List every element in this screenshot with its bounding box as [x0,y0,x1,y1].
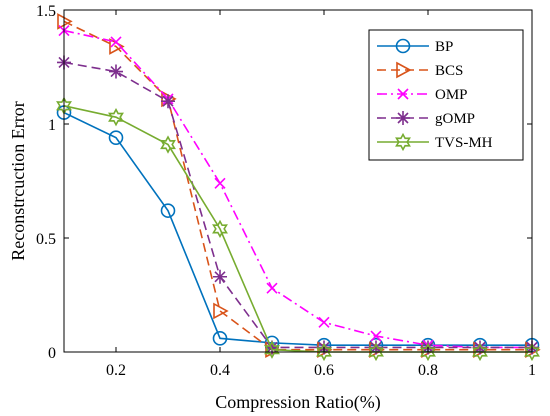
data-point [420,342,436,362]
legend-item: BP [377,38,453,55]
plot-area [63,9,533,353]
x-tick-label: 1 [528,362,536,379]
y-axis-title: Reconstrcuction Error [8,101,28,260]
data-point [161,94,175,109]
legend-item: BCS [377,61,463,79]
data-point [473,340,487,355]
x-tick-label: 0.8 [418,362,438,379]
legend-item: OMP [377,87,468,103]
data-point [160,203,176,218]
legend-item: TVS-MH [377,132,493,152]
data-point [265,340,279,355]
data-point [212,331,228,346]
series-line [64,29,532,349]
legend-box [368,29,524,161]
data-point [369,340,383,355]
data-point [108,130,124,145]
legend-marker [395,38,411,54]
data-point [266,282,278,294]
data-point [318,316,330,328]
y-tick-label: 1 [48,117,56,134]
x-tick-label: 0.2 [106,362,126,379]
y-tick-label: 1.5 [36,3,56,20]
data-point [109,64,123,79]
legend-marker [396,61,412,79]
data-point [368,342,384,362]
data-point [213,269,227,284]
series-line [64,61,532,349]
data-point [472,342,488,362]
legend-item: gOMP [377,111,475,127]
legend-marker [395,132,411,152]
series-line [64,20,532,351]
data-point [160,135,176,154]
x-tick-label: 0.6 [314,362,334,379]
legend: BP BCS OMP gOMP TVS-MH [368,29,524,161]
data-point [524,342,540,362]
series-line [64,111,532,346]
legend-label: OMP [435,87,468,103]
data-point [264,340,280,359]
legend-label: BP [435,39,453,55]
legend-label: gOMP [435,111,475,127]
data-point [110,36,122,48]
data-point [213,302,229,320]
legend-marker [396,111,410,125]
x-axis-title: Compression Ratio(%) [215,392,380,413]
legend-marker [397,88,409,100]
axis-ticks: 0.2 0.4 0.6 0.8 1 0 0.5 1 1.5 [36,3,536,379]
data-point [214,177,226,189]
data-point [212,219,228,239]
data-point [316,342,332,362]
data-point [370,330,382,342]
legend-label: BCS [435,63,463,79]
data-point [108,107,124,127]
y-tick-label: 0.5 [36,231,56,248]
legend-label: TVS-MH [435,135,493,151]
y-tick-label: 0 [48,345,56,362]
x-tick-label: 0.4 [210,362,230,379]
